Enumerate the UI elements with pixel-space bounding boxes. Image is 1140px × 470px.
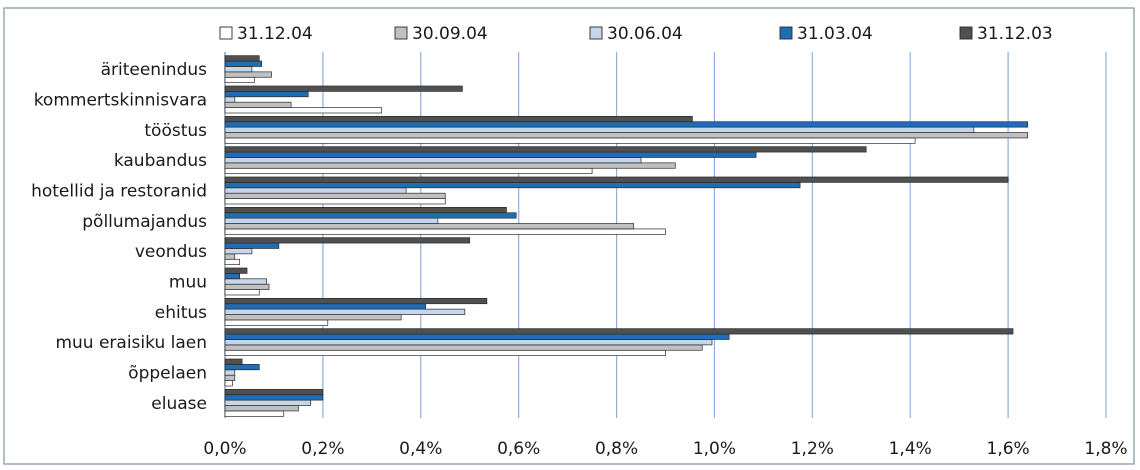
bar-30.06.04-kaubandus <box>224 157 642 164</box>
legend-swatch <box>394 26 408 40</box>
x-tick-label: 1,4% <box>889 439 932 459</box>
x-tick-label: 1,8% <box>1084 439 1127 459</box>
bar-31.03.04-põllumajandus <box>224 212 517 219</box>
bar-31.03.04-hotellid ja restoranid <box>224 182 801 189</box>
category-label: hotellid ja restoranid <box>31 182 207 202</box>
bar-31.12.04-veondus <box>224 258 241 266</box>
bar-31.12.03-eluase <box>224 388 324 396</box>
bar-31.12.04-ehitus <box>224 319 329 326</box>
legend-label: 31.03.04 <box>797 24 873 44</box>
bar-31.03.04-veondus <box>224 242 280 249</box>
bar-31.12.04-äriteenindus <box>224 76 255 84</box>
bar-30.06.04-õppelaen <box>224 369 236 376</box>
legend-swatch <box>589 26 603 40</box>
category-labels: äriteenindus kommertskinnisvara tööstus kau… <box>31 60 207 414</box>
bar-31.03.04-kaubandus <box>224 151 757 158</box>
bar-30.09.04-tööstus <box>224 132 1029 139</box>
bar-31.03.04-muu eraisiku laen <box>224 333 730 340</box>
bar-30.09.04-äriteenindus <box>224 71 272 78</box>
bar-31.12.04-eluase <box>224 410 285 417</box>
x-tick-label: 1,2% <box>791 439 834 459</box>
bar-30.09.04-õppelaen <box>224 374 236 381</box>
bar-31.03.04-muu <box>224 273 241 280</box>
bar-31.03.04-kommertskinnisvara <box>224 91 309 98</box>
bar-31.03.04-ehitus <box>224 303 427 310</box>
bar-31.03.04-äriteenindus <box>224 60 263 67</box>
legend: 31.12.04 30.09.04 30.06.04 31.03.04 31.12.03 <box>219 24 1053 44</box>
bar-31.12.04-muu eraisiku laen <box>224 349 666 357</box>
x-tick-label: 0,4% <box>399 439 442 459</box>
bar-31.12.03-ehitus <box>224 297 488 305</box>
bar-30.06.04-muu eraisiku laen <box>224 339 713 346</box>
bar-30.09.04-eluase <box>224 405 299 412</box>
chart-border <box>3 7 1135 465</box>
bar-31.12.03-veondus <box>224 237 471 244</box>
x-tick-label: 0,0% <box>203 439 246 459</box>
bar-30.06.04-hotellid ja restoranid <box>224 187 407 194</box>
bar-30.09.04-hotellid ja restoranid <box>224 192 446 199</box>
bar-31.12.04-kaubandus <box>224 167 593 175</box>
x-tick-label: 1,0% <box>693 439 736 459</box>
bar-31.12.03-muu eraisiku laen <box>224 328 1014 335</box>
category-label: veondus <box>135 242 207 262</box>
bar-31.12.03-põllumajandus <box>224 206 507 214</box>
bar-30.09.04-veondus <box>224 253 236 260</box>
bar-30.09.04-ehitus <box>224 314 402 321</box>
x-tick-label: 0,6% <box>497 439 540 459</box>
legend-swatch <box>219 26 233 40</box>
bar-30.09.04-põllumajandus <box>224 223 635 230</box>
bar-31.03.04-eluase <box>224 394 324 401</box>
bar-30.09.04-kaubandus <box>224 162 676 169</box>
category-label: ehitus <box>155 303 207 323</box>
bar-30.06.04-eluase <box>224 399 312 406</box>
bars <box>224 55 1029 417</box>
bar-31.12.03-äriteenindus <box>224 55 260 62</box>
category-label: äriteenindus <box>101 60 208 80</box>
bar-31.12.03-tööstus <box>224 115 693 123</box>
bar-30.06.04-kommertskinnisvara <box>224 96 236 103</box>
legend-swatch <box>779 26 793 40</box>
bar-31.12.03-kommertskinnisvara <box>224 85 463 92</box>
category-label: põllumajandus <box>82 212 207 232</box>
bar-31.12.04-tööstus <box>224 137 916 144</box>
category-label: kommertskinnisvara <box>34 91 207 111</box>
bar-31.12.03-hotellid ja restoranid <box>224 176 1009 183</box>
legend-swatch <box>959 26 973 40</box>
bar-31.12.04-õppelaen <box>224 380 233 387</box>
bar-31.12.03-õppelaen <box>224 358 243 365</box>
bar-30.09.04-kommertskinnisvara <box>224 101 292 108</box>
bar-30.06.04-äriteenindus <box>224 66 253 73</box>
bar-30.06.04-veondus <box>224 248 253 255</box>
bar-31.03.04-tööstus <box>224 121 1029 128</box>
category-label: õppelaen <box>128 364 207 384</box>
category-label: muu <box>169 273 207 293</box>
x-tick-label: 1,6% <box>987 439 1030 459</box>
bar-30.06.04-põllumajandus <box>224 217 439 224</box>
x-tick-labels: 0,0% 0,2% 0,4% 0,6% 0,8% 1,0% 1,2% 1,4% 1,6% 1,8% <box>203 439 1127 459</box>
bar-31.12.04-muu <box>224 289 260 296</box>
bar-31.12.03-muu <box>224 267 248 274</box>
x-tick-label: 0,2% <box>301 439 344 459</box>
bar-30.06.04-muu <box>224 278 267 285</box>
legend-label: 30.06.04 <box>607 24 683 44</box>
bar-31.12.04-põllumajandus <box>224 228 666 235</box>
legend-label: 30.09.04 <box>412 24 488 44</box>
category-label: tööstus <box>144 121 207 141</box>
category-label: kaubandus <box>114 151 207 171</box>
bar-30.06.04-ehitus <box>224 308 466 315</box>
bar-30.09.04-muu eraisiku laen <box>224 344 703 351</box>
category-label: muu eraisiku laen <box>55 333 207 353</box>
bar-30.09.04-muu <box>224 283 270 290</box>
category-label: eluase <box>151 394 207 414</box>
bar-31.12.03-kaubandus <box>224 146 867 153</box>
bar-31.03.04-õppelaen <box>224 364 260 371</box>
bar-31.12.04-kommertskinnisvara <box>224 107 382 114</box>
x-tick-label: 0,8% <box>595 439 638 459</box>
bar-31.12.04-hotellid ja restoranid <box>224 198 446 205</box>
legend-label: 31.12.04 <box>237 24 313 44</box>
bar-30.06.04-tööstus <box>224 126 975 133</box>
legend-label: 31.12.03 <box>977 24 1053 44</box>
